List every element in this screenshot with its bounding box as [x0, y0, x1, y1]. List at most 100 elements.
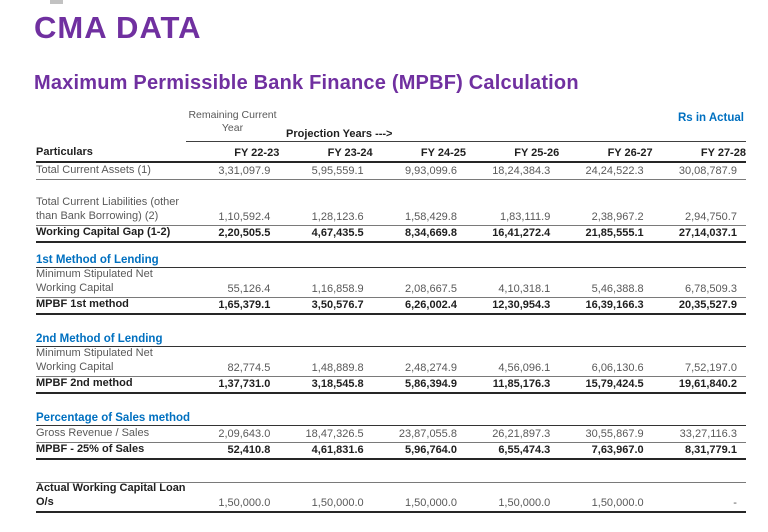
cell-value: 26,21,897.3	[492, 428, 551, 440]
column-header-particulars: Particulars	[36, 146, 93, 158]
table-row: Total Current Liabilities (other than Ba…	[36, 196, 746, 226]
cell-value: 2,38,967.2	[591, 211, 644, 223]
table-row: Actual Working Capital Loan O/s 1,50,000.…	[36, 482, 746, 513]
cell-value: 5,46,388.8	[591, 283, 644, 295]
page-edge-artifact	[50, 0, 63, 4]
cell-value: 6,55,474.3	[498, 444, 551, 456]
section-heading: 2nd Method of Lending	[36, 331, 746, 347]
row-label: MPBF - 25% of Sales	[36, 443, 145, 455]
cell-value: 19,61,840.2	[678, 378, 737, 390]
cell-value: 9,93,099.6	[404, 165, 457, 177]
cell-value: 11,85,176.3	[492, 378, 551, 390]
cell-value: 7,63,967.0	[591, 444, 644, 456]
cell-value: 6,78,509.3	[684, 283, 737, 295]
cell-value: -	[733, 497, 737, 509]
cell-value: 27,14,037.1	[678, 227, 737, 239]
cell-value: 16,39,166.3	[585, 299, 644, 311]
table-row: MPBF 1st method 1,65,379.1 3,50,576.7 6,26,…	[36, 298, 746, 315]
cell-value: 1,37,731.0	[218, 378, 271, 390]
table-row: MPBF 2nd method 1,37,731.0 3,18,545.8 5,86,…	[36, 377, 746, 394]
page-subtitle: Maximum Permissible Bank Finance (MPBF) …	[34, 72, 579, 94]
spacer-row	[36, 180, 746, 196]
row-label: Actual Working Capital Loan O/s	[36, 482, 186, 508]
spacer-row	[36, 394, 746, 410]
cell-value: 1,50,000.0	[498, 497, 551, 509]
cell-value: 6,06,130.6	[591, 362, 644, 374]
table-row: Minimum Stipulated Net Working Capital 82…	[36, 347, 746, 377]
cell-value: 52,410.8	[227, 444, 271, 456]
spacer-row	[36, 243, 746, 252]
row-label: Working Capital Gap (1-2)	[36, 226, 171, 238]
cell-value: 30,55,867.9	[585, 428, 644, 440]
cell-value: 1,58,429.8	[404, 211, 457, 223]
cell-value: 1,50,000.0	[404, 497, 457, 509]
cell-value: 82,774.5	[227, 362, 271, 374]
cell-value: 16,41,272.4	[492, 227, 551, 239]
cell-value: 1,50,000.0	[311, 497, 364, 509]
cell-value: 4,56,096.1	[498, 362, 551, 374]
cell-value: 8,34,669.8	[404, 227, 457, 239]
cell-value: 1,50,000.0	[591, 497, 644, 509]
cell-value: 4,67,435.5	[311, 227, 364, 239]
cell-value: 5,86,394.9	[404, 378, 457, 390]
row-label: Total Current Assets (1)	[36, 164, 151, 176]
cell-value: 4,10,318.1	[498, 283, 551, 295]
cell-value: 1,83,111.9	[499, 211, 551, 223]
cell-value: 2,20,505.5	[218, 227, 271, 239]
row-label: Total Current Liabilities (other than Ba…	[36, 196, 180, 222]
table-row: Working Capital Gap (1-2) 2,20,505.5 4,67,…	[36, 226, 746, 243]
table-row: Total Current Assets (1) 3,31,097.9 5,95,5…	[36, 163, 746, 180]
cell-value: 23,87,055.8	[398, 428, 457, 440]
cell-value: 15,79,424.5	[585, 378, 644, 390]
units-note: Rs in Actual	[677, 112, 744, 124]
cell-value: 2,08,667.5	[404, 283, 457, 295]
row-label: Minimum Stipulated Net Working Capital	[36, 268, 153, 294]
column-header: FY 22-23	[234, 147, 280, 159]
cell-value: 2,94,750.7	[684, 211, 737, 223]
pre-header-rule	[186, 141, 746, 142]
cell-value: 2,48,274.9	[404, 362, 457, 374]
table-pre-header: Remaining Current Year Projection Years …	[36, 108, 746, 142]
remaining-current-year-label: Remaining Current Year	[186, 109, 279, 135]
row-label: MPBF 2nd method	[36, 377, 133, 389]
table-header-row: Particulars FY 22-23 FY 23-24 FY 24-25 FY 25…	[36, 142, 746, 163]
cell-value: 1,28,123.6	[311, 211, 364, 223]
column-header: FY 27-28	[700, 147, 746, 159]
row-label: Minimum Stipulated Net Working Capital	[36, 347, 153, 373]
cell-value: 1,50,000.0	[218, 497, 271, 509]
cell-value: 3,18,545.8	[311, 378, 364, 390]
cell-value: 30,08,787.9	[678, 165, 737, 177]
cell-value: 21,85,555.1	[585, 227, 644, 239]
cell-value: 33,27,116.3	[679, 428, 737, 440]
cell-value: 7,52,197.0	[684, 362, 737, 374]
spacer-row	[36, 460, 746, 483]
cell-value: 12,30,954.3	[492, 299, 551, 311]
cell-value: 3,50,576.7	[311, 299, 364, 311]
spacer-row	[36, 315, 746, 331]
column-header: FY 24-25	[420, 147, 466, 159]
cell-value: 55,126.4	[227, 283, 271, 295]
cell-value: 24,24,522.3	[585, 165, 644, 177]
mpbf-table: Remaining Current Year Projection Years …	[36, 108, 746, 513]
cell-value: 5,96,764.0	[404, 444, 457, 456]
column-header: FY 26-27	[607, 147, 653, 159]
cell-value: 8,31,779.1	[684, 444, 737, 456]
cell-value: 18,24,384.3	[492, 165, 551, 177]
cell-value: 6,26,002.4	[404, 299, 457, 311]
table-row: Minimum Stipulated Net Working Capital 55…	[36, 268, 746, 298]
cell-value: 18,47,326.5	[305, 428, 364, 440]
remaining-current-line2: Year	[221, 122, 244, 134]
column-header: FY 23-24	[327, 147, 373, 159]
cell-value: 1,10,592.4	[218, 211, 271, 223]
table-row: Gross Revenue / Sales 2,09,643.0 18,47,326…	[36, 426, 746, 443]
cell-value: 1,16,858.9	[311, 283, 364, 295]
column-header: FY 25-26	[514, 147, 560, 159]
table-body: Total Current Assets (1) 3,31,097.9 5,95,5…	[36, 163, 746, 513]
projection-years-label: Projection Years --->	[286, 128, 393, 140]
cell-value: 3,31,097.9	[218, 165, 271, 177]
page-title: CMA DATA	[34, 10, 202, 45]
cell-value: 1,65,379.1	[218, 299, 271, 311]
table-row: MPBF - 25% of Sales 52,410.8 4,61,831.6 5,9…	[36, 443, 746, 460]
row-label: Gross Revenue / Sales	[36, 427, 150, 439]
cell-value: 4,61,831.6	[311, 444, 364, 456]
